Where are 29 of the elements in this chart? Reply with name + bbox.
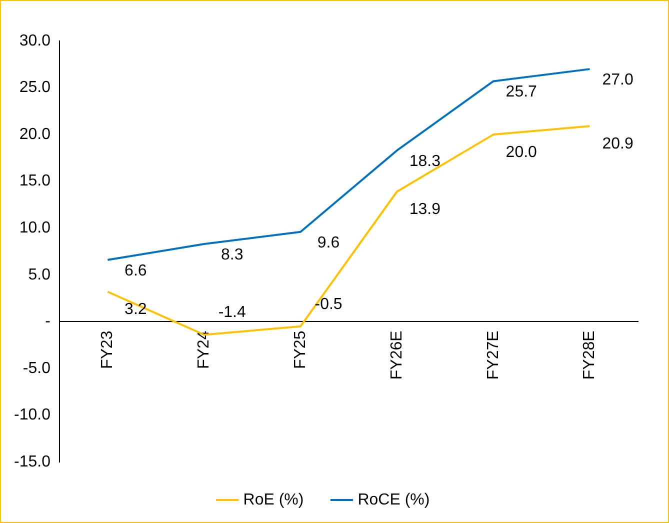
x-tick-label: FY26E [388,330,406,380]
data-label: -0.5 [314,296,342,313]
data-label: 13.9 [409,201,441,218]
data-label: 20.9 [602,136,634,153]
x-tick-label: FY23 [99,330,116,369]
data-label: 8.3 [220,246,244,264]
data-label: 3.2 [124,301,147,318]
x-tick-label: FY25 [292,330,309,369]
data-label: 9.6 [317,234,340,252]
y-tick-label: 20.0 [19,126,51,143]
y-tick-label: -10.0 [14,406,51,424]
y-tick-label: 5.0 [28,266,51,284]
y-tick-label: - [45,313,50,330]
legend-label: RoCE (%) [358,491,430,508]
x-tick-label: FY27E [484,330,502,380]
data-label: 20.0 [506,144,538,161]
data-label: -1.4 [218,304,246,322]
y-tick-label: 25.0 [19,79,51,96]
y-tick-label: 15.0 [19,172,51,190]
data-label: 27.0 [602,71,634,88]
x-tick-label: FY28E [581,330,598,380]
y-tick-label: -5.0 [22,360,51,377]
data-label: 18.3 [409,152,441,170]
data-label: 25.7 [506,84,538,101]
data-label: 6.6 [124,262,147,280]
y-tick-label: 10.0 [19,220,51,237]
y-tick-label: -15.0 [14,453,51,470]
y-tick-label: 30.0 [19,32,51,50]
legend-label: RoE (%) [243,491,304,508]
